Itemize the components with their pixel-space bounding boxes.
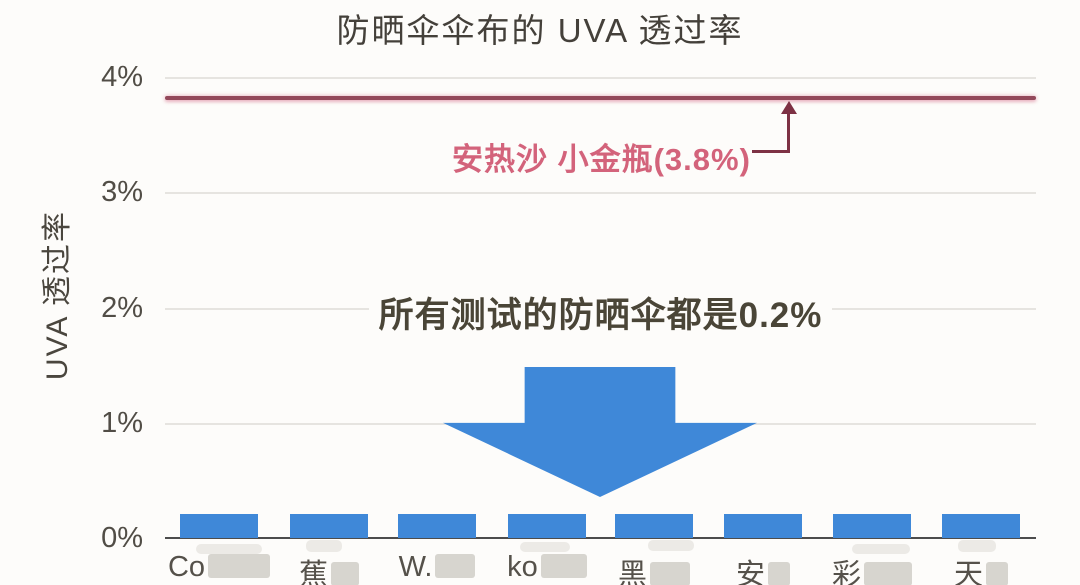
blur-patch bbox=[864, 562, 912, 585]
y-tick-4pct: 4% bbox=[101, 61, 143, 93]
blur-smudge bbox=[196, 544, 262, 554]
x-axis-label-3: W. bbox=[372, 551, 502, 584]
annotation-connector-horizontal bbox=[752, 150, 790, 153]
blur-smudge bbox=[306, 540, 342, 552]
blur-patch bbox=[331, 562, 359, 585]
x-axis-label-5: 黑 bbox=[589, 551, 719, 585]
bar-8 bbox=[942, 514, 1020, 538]
bar-5 bbox=[615, 514, 693, 538]
x-axis-label-8: 天 bbox=[916, 551, 1046, 585]
x-axis-label-1: Co bbox=[154, 551, 284, 584]
gridline-4pct bbox=[165, 77, 1036, 79]
bar-6 bbox=[724, 514, 802, 538]
blur-patch bbox=[768, 562, 790, 585]
y-axis-label: UVA 透过率 bbox=[41, 209, 74, 381]
annotation-up-arrow-icon bbox=[781, 101, 797, 114]
y-tick-1pct: 1% bbox=[101, 407, 143, 439]
blur-smudge bbox=[520, 542, 570, 552]
bar-7 bbox=[833, 514, 911, 538]
x-axis-label-7: 彩 bbox=[807, 551, 937, 585]
bar-2 bbox=[290, 514, 368, 538]
bar-3 bbox=[398, 514, 476, 538]
blur-smudge bbox=[958, 540, 996, 552]
x-axis-label-6: 安 bbox=[698, 551, 828, 585]
blur-smudge bbox=[852, 544, 910, 554]
blur-patch bbox=[435, 554, 476, 578]
bar-4 bbox=[508, 514, 586, 538]
x-axis-label-4: ko bbox=[482, 551, 612, 584]
blur-patch bbox=[986, 562, 1008, 585]
gridline-3pct bbox=[165, 192, 1036, 194]
chart-title: 防晒伞伞布的 UVA 透过率 bbox=[336, 12, 744, 49]
reference-annotation-label: 安热沙 小金瓶(3.8%) bbox=[452, 142, 751, 177]
callout-text: 所有测试的防晒伞都是0.2% bbox=[165, 287, 1036, 338]
reference-line-3-8pct bbox=[165, 96, 1036, 100]
blur-patch bbox=[208, 554, 271, 578]
x-axis-line bbox=[165, 537, 1036, 539]
x-axis-label-2: 蕉 bbox=[264, 551, 394, 585]
y-tick-3pct: 3% bbox=[101, 176, 143, 208]
annotation-connector-vertical bbox=[787, 112, 790, 153]
y-tick-0pct: 0% bbox=[101, 522, 143, 554]
y-tick-2pct: 2% bbox=[101, 292, 143, 324]
big-down-arrow-icon bbox=[443, 367, 757, 497]
bar-1 bbox=[180, 514, 258, 538]
blur-smudge bbox=[648, 540, 694, 551]
blur-patch bbox=[540, 554, 587, 578]
blur-patch bbox=[650, 562, 690, 585]
